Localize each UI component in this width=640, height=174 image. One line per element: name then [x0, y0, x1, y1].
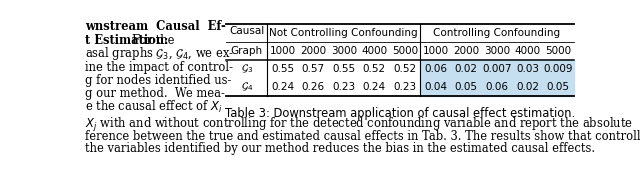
Text: Graph: Graph	[230, 46, 263, 56]
Text: e the causal effect of $X_i$: e the causal effect of $X_i$	[85, 99, 223, 115]
Text: 0.52: 0.52	[363, 64, 386, 74]
Text: 2000: 2000	[300, 46, 326, 56]
Text: 0.007: 0.007	[482, 64, 512, 74]
Text: $X_j$ with and without controlling for the detected confounding variable and rep: $X_j$ with and without controlling for t…	[85, 116, 633, 134]
Text: 1000: 1000	[422, 46, 449, 56]
Text: 0.52: 0.52	[394, 64, 417, 74]
Text: t Estimation:: t Estimation:	[85, 34, 168, 47]
Text: g our method.  We mea-: g our method. We mea-	[85, 87, 225, 100]
Text: Controlling Confounding: Controlling Confounding	[433, 28, 561, 38]
Text: 0.26: 0.26	[301, 82, 324, 92]
Text: 2000: 2000	[453, 46, 479, 56]
Text: 0.02: 0.02	[516, 82, 539, 92]
Text: $\mathcal{G}_3$: $\mathcal{G}_3$	[241, 63, 253, 75]
Text: 0.05: 0.05	[455, 82, 478, 92]
Text: 0.06: 0.06	[485, 82, 508, 92]
Text: 0.03: 0.03	[516, 64, 539, 74]
Text: 3000: 3000	[484, 46, 510, 56]
Text: g for nodes identified us-: g for nodes identified us-	[85, 74, 231, 87]
Text: 0.04: 0.04	[424, 82, 447, 92]
Text: 0.02: 0.02	[455, 64, 478, 74]
Text: 0.009: 0.009	[543, 64, 573, 74]
Text: 3000: 3000	[331, 46, 357, 56]
Text: ine the impact of control-: ine the impact of control-	[85, 61, 233, 74]
Text: 5000: 5000	[392, 46, 418, 56]
Text: Causal: Causal	[229, 26, 264, 36]
Text: 0.23: 0.23	[394, 82, 417, 92]
Text: Table 3: Downstream application of causal effect estimation.: Table 3: Downstream application of causa…	[225, 108, 575, 121]
Text: 0.24: 0.24	[271, 82, 294, 92]
Text: 5000: 5000	[545, 46, 572, 56]
Text: 0.24: 0.24	[363, 82, 386, 92]
Text: 0.57: 0.57	[301, 64, 324, 74]
Text: 0.55: 0.55	[271, 64, 294, 74]
Text: wnstream  Causal  Ef-: wnstream Causal Ef-	[85, 20, 226, 33]
Text: 0.06: 0.06	[424, 64, 447, 74]
Text: 4000: 4000	[515, 46, 541, 56]
Text: 0.23: 0.23	[332, 82, 355, 92]
Text: 4000: 4000	[362, 46, 387, 56]
Text: asal graphs $\mathcal{G}_3$, $\mathcal{G}_4$, we ex-: asal graphs $\mathcal{G}_3$, $\mathcal{G…	[85, 45, 234, 62]
Text: the variables identified by our method reduces the bias in the estimated causal : the variables identified by our method r…	[85, 142, 595, 155]
Text: 1000: 1000	[269, 46, 296, 56]
Text: 0.55: 0.55	[332, 64, 355, 74]
Text: 0.05: 0.05	[547, 82, 570, 92]
Text: ference between the true and estimated causal effects in Tab. 3. The results sho: ference between the true and estimated c…	[85, 130, 640, 143]
Text: $\mathcal{G}_4$: $\mathcal{G}_4$	[241, 81, 253, 93]
Text: For the: For the	[132, 34, 174, 47]
Text: Not Controlling Confounding: Not Controlling Confounding	[269, 28, 418, 38]
